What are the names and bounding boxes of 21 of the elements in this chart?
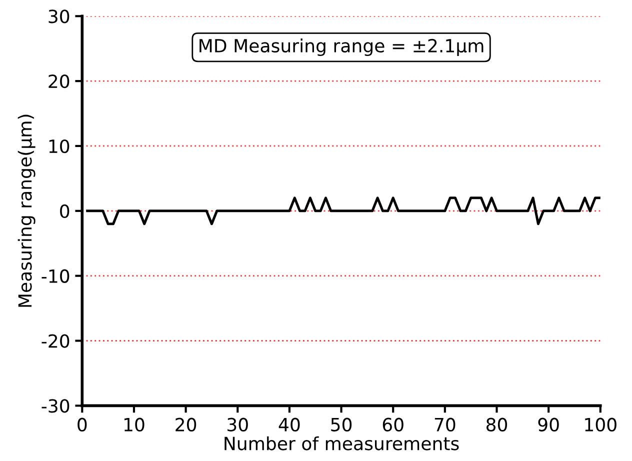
y-tick-label: 10	[49, 139, 70, 154]
y-tick-label: 30	[48, 10, 70, 24]
y-tick-label: -10	[42, 269, 70, 283]
y-tick-label: 0	[60, 204, 70, 218]
y-tick-label: -20	[42, 334, 70, 348]
x-tick-label: 60	[382, 418, 404, 432]
x-tick-label: 80	[486, 418, 508, 432]
x-tick-label: 50	[331, 418, 352, 432]
x-tick-label: 20	[176, 418, 196, 432]
y-axis-title: Measuring range(µm)	[18, 114, 36, 307]
x-tick-label: 90	[538, 418, 559, 432]
x-tick-label: 0	[78, 418, 87, 432]
x-tick-label: 100	[585, 418, 616, 432]
x-tick-label: 40	[278, 418, 300, 432]
y-tick-label: 20	[48, 74, 70, 88]
annotation: MD Measuring range = ±2.1µm	[200, 38, 484, 56]
x-tick-label: 70	[434, 418, 456, 432]
x-axis-title: Number of measurements	[224, 436, 459, 450]
x-tick-label: 10	[124, 418, 144, 432]
y-tick-label: -30	[42, 399, 70, 413]
x-tick-label: 30	[228, 418, 248, 432]
